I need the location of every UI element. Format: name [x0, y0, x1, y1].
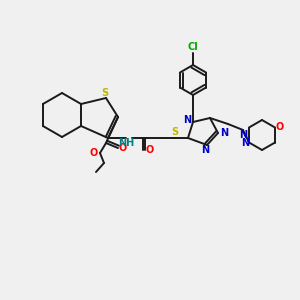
Text: O: O [146, 145, 154, 155]
Text: N: N [183, 115, 191, 125]
Text: O: O [119, 143, 127, 153]
Text: O: O [276, 122, 284, 133]
Text: N: N [201, 145, 209, 155]
Text: N: N [239, 130, 247, 140]
Text: N: N [220, 128, 228, 138]
Text: S: S [101, 88, 109, 98]
Text: Cl: Cl [188, 42, 198, 52]
Text: N: N [241, 137, 249, 148]
Text: NH: NH [118, 138, 134, 148]
Text: S: S [171, 127, 178, 137]
Text: O: O [90, 148, 98, 158]
